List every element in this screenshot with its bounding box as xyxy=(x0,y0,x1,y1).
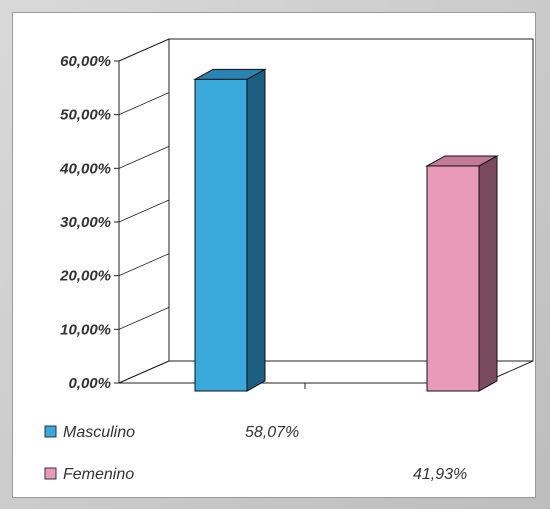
y-tick-depth-line xyxy=(118,199,170,223)
chart-bars xyxy=(193,68,499,392)
legend-label: Masculino xyxy=(63,424,135,441)
y-tick-depth-line xyxy=(118,253,170,277)
bar-side xyxy=(246,68,266,392)
y-tick-label: 10,00% xyxy=(60,321,111,338)
chart-panel: 0,00% 10,00% 20,00% 30,00% 40,00% 50,00% 60,00… xyxy=(12,12,536,498)
bar-front xyxy=(194,78,248,392)
y-tick-depth-line xyxy=(118,38,170,62)
bar-front xyxy=(426,165,480,392)
legend-swatch xyxy=(44,467,57,480)
y-tick-label: 0,00% xyxy=(68,375,111,392)
legend-label: Femenino xyxy=(63,466,134,483)
legend-item-masculino: Masculino 58,07% xyxy=(44,424,299,441)
bar-masculino xyxy=(193,68,267,392)
y-tick-depth-line xyxy=(118,145,170,169)
y-tick-label: 60,00% xyxy=(60,53,111,70)
legend-swatch xyxy=(44,425,57,438)
y-tick-depth-line xyxy=(118,360,170,384)
y-tick-label: 20,00% xyxy=(59,268,111,285)
y-tick-label: 50,00% xyxy=(60,107,111,124)
legend-value: 41,93% xyxy=(413,466,467,483)
y-tick-depth-line xyxy=(118,92,170,116)
legend-value: 58,07% xyxy=(245,424,299,441)
bar-femenino xyxy=(425,155,499,392)
bar-side xyxy=(478,155,498,392)
y-tick-label: 40,00% xyxy=(59,160,111,177)
y-tick-label: 30,00% xyxy=(60,214,111,231)
legend: Masculino 58,07% Femenino 41,93% xyxy=(44,424,467,483)
y-axis-ticks: 0,00% 10,00% 20,00% 30,00% 40,00% 50,00% 60,00… xyxy=(59,38,170,392)
y-tick-depth-line xyxy=(118,306,170,330)
bar-chart-3d: 0,00% 10,00% 20,00% 30,00% 40,00% 50,00% 60,00… xyxy=(44,38,534,483)
legend-item-femenino: Femenino 41,93% xyxy=(44,466,467,483)
